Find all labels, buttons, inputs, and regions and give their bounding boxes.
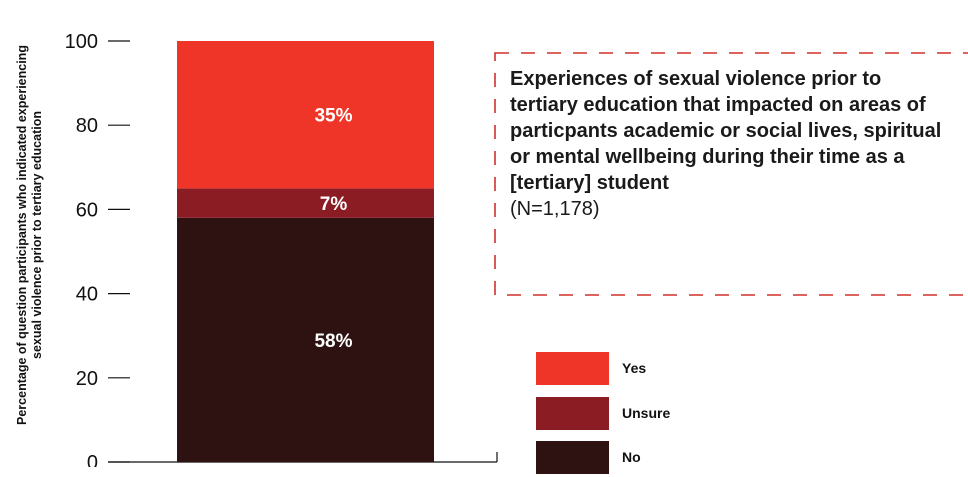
- annotation-note: (N=1,178): [510, 198, 600, 220]
- y-axis-label-line-1: Percentage of question participants who …: [15, 45, 29, 425]
- legend-swatch-yes: [536, 352, 609, 385]
- axes: 0 20 40 60 80 100: [65, 31, 498, 467]
- bar-no: [177, 217, 434, 462]
- annotation-box: Experiences of sexual violence prior to …: [494, 52, 968, 296]
- bar-yes: [177, 41, 434, 189]
- y-tick-label-40: 40: [76, 284, 98, 306]
- legend-label-no: No: [622, 449, 641, 465]
- annotation-title: Experiences of sexual violence prior to …: [510, 68, 942, 194]
- annotation-border: [494, 52, 968, 296]
- bars: [177, 41, 434, 462]
- y-tick-label-20: 20: [76, 368, 98, 390]
- bar-labels: 58% 7% 35%: [314, 106, 352, 352]
- y-tick-label-100: 100: [65, 31, 98, 53]
- bar-label-unsure: 7%: [320, 194, 348, 215]
- legend-label-yes: Yes: [622, 360, 647, 376]
- legend-item-yes: Yes: [536, 352, 736, 388]
- stacked-bar-chart: 0 20 40 60 80 100 58% 7% 35%: [65, 31, 498, 467]
- legend-item-unsure: Unsure: [536, 397, 736, 433]
- legend-swatch-no: [536, 441, 609, 474]
- bar-label-yes: 35%: [314, 106, 352, 127]
- y-tick-label-80: 80: [76, 115, 98, 137]
- legend-label-unsure: Unsure: [622, 405, 671, 421]
- bar-unsure: [177, 188, 434, 218]
- y-tick-label-60: 60: [76, 199, 98, 221]
- annotation-text: Experiences of sexual violence prior to …: [510, 66, 950, 222]
- y-axis-label: Percentage of question participants who …: [15, 5, 45, 465]
- bar-label-no: 58%: [314, 331, 352, 352]
- legend-swatch-unsure: [536, 397, 609, 430]
- y-tick-label-0: 0: [87, 452, 98, 467]
- legend-item-no: No: [536, 441, 736, 477]
- y-axis-label-line-2: sexual violence prior to tertiary educat…: [30, 111, 44, 359]
